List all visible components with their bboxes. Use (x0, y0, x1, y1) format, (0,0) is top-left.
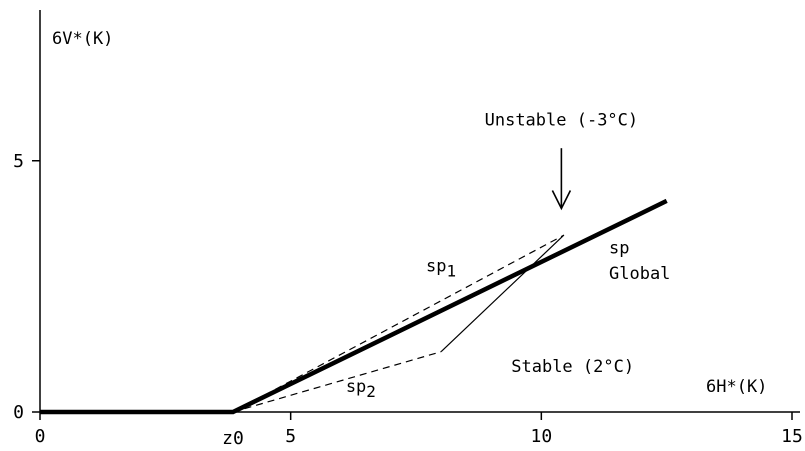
sp2-label: sp2 (346, 377, 376, 401)
y-axis-label: 6V*(K) (52, 29, 113, 49)
axis-ticks: 0 5 10 15 0 5 z0 (13, 151, 803, 449)
sp1-label: sp1 (426, 256, 456, 280)
sp2-label-subscript: 2 (366, 382, 376, 401)
x-axis-label: 6H*(K) (706, 377, 767, 397)
sp-global-label-line2: Global (609, 264, 670, 284)
x-tick-label: 5 (285, 426, 296, 447)
sp1-label-subscript: 1 (447, 261, 457, 280)
y-tick-label: 0 (13, 402, 24, 423)
z0-tick-label: z0 (222, 428, 244, 449)
x-tick-label: 15 (781, 426, 803, 447)
unstable-arrow-head (551, 190, 572, 211)
series-sp1-line (232, 234, 565, 413)
x-tick-label: 0 (35, 426, 46, 447)
y-tick-label: 5 (13, 151, 24, 172)
x-tick-label: 10 (530, 426, 552, 447)
stable-label: Stable (2°C) (511, 357, 634, 377)
series-sp2-line (232, 351, 442, 413)
sp2-label-main: sp (346, 377, 366, 397)
series-group (40, 198, 668, 415)
series-unstable_to_stable-line (440, 234, 565, 353)
unstable-label: Unstable (-3°C) (485, 111, 639, 131)
sp-global-label-line1: sp (609, 239, 629, 259)
sp1-label-main: sp (426, 256, 446, 276)
